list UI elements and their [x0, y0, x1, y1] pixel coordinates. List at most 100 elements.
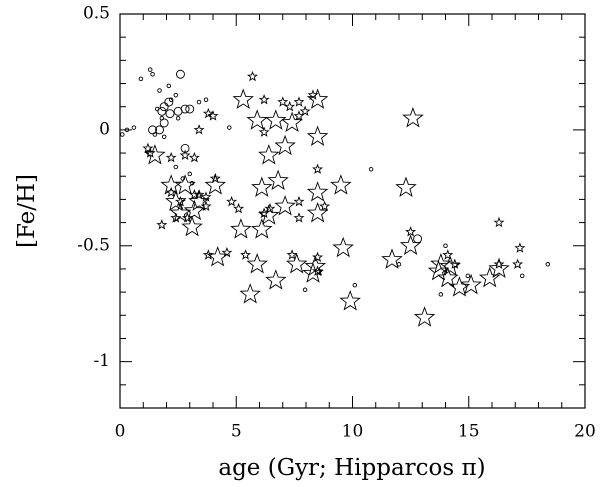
circle-point [187, 171, 192, 177]
star-point [449, 258, 461, 269]
star-point [395, 176, 417, 197]
star-point [439, 255, 461, 276]
plot-frame [119, 13, 586, 409]
circle-point [175, 116, 181, 121]
circle-point [180, 143, 190, 153]
circle-point [165, 109, 175, 119]
star-point [265, 109, 287, 130]
star-point [381, 248, 403, 269]
star-point [232, 88, 254, 109]
circle-point [196, 99, 202, 105]
star-point [339, 290, 361, 311]
circle-point [164, 97, 174, 107]
star-point [488, 257, 510, 279]
circle-point [396, 262, 402, 267]
star-point [179, 149, 191, 161]
circle-point [161, 134, 167, 140]
star-point [514, 242, 526, 253]
y-tick-label: -0.5 [77, 235, 110, 255]
star-point [306, 181, 329, 202]
star-point [302, 262, 324, 283]
star-point [200, 191, 212, 202]
circle-point [227, 125, 232, 130]
star-point [258, 204, 280, 225]
star-point [233, 202, 245, 214]
star-point [332, 236, 354, 258]
star-point [226, 195, 238, 207]
circle-point [120, 132, 125, 137]
y-tick-label: -1 [93, 351, 110, 371]
circle-point [352, 282, 358, 288]
star-point [246, 109, 268, 130]
circle-point [545, 262, 551, 267]
star-point [312, 265, 324, 276]
star-point [442, 249, 454, 260]
star-point [493, 258, 505, 269]
star-point [209, 172, 221, 184]
circle-point [443, 243, 448, 249]
star-point [286, 249, 298, 260]
circle-point [519, 273, 525, 279]
star-point [299, 105, 311, 117]
circle-point [465, 273, 471, 279]
star-point [284, 100, 296, 112]
star-point [165, 190, 187, 211]
circle-point [302, 287, 308, 293]
circle-point [168, 97, 174, 103]
star-point [204, 174, 227, 195]
star-point [207, 110, 219, 121]
star-point [165, 186, 177, 198]
star-point [285, 253, 308, 274]
star-point [448, 276, 471, 297]
star-point [281, 111, 303, 133]
star-point [293, 110, 305, 121]
circle-point [180, 176, 186, 181]
star-point [174, 195, 186, 207]
star-point [512, 258, 524, 269]
x-tick-label: 20 [574, 422, 596, 442]
star-point [193, 189, 205, 200]
star-point [258, 126, 270, 137]
circle-point [159, 118, 169, 128]
star-point [202, 107, 214, 119]
circle-point [180, 104, 190, 114]
circle-point [155, 125, 164, 135]
star-point [240, 249, 252, 260]
star-point [230, 218, 252, 239]
circle-point [154, 106, 160, 112]
star-point [265, 269, 287, 290]
circle-point [124, 127, 130, 133]
star-point [239, 283, 261, 304]
star-point [330, 174, 352, 195]
star-point [437, 266, 459, 288]
circle-point [138, 76, 144, 82]
star-point [399, 234, 422, 255]
circle-point [159, 102, 169, 112]
star-point [274, 195, 296, 216]
x-tick-label: 15 [458, 422, 480, 442]
circle-point [189, 180, 195, 186]
star-point [293, 212, 305, 223]
circle-point [185, 104, 195, 114]
star-point [202, 249, 214, 260]
star-point [304, 255, 327, 276]
star-point [170, 212, 182, 223]
circle-point [157, 106, 167, 116]
star-point [165, 151, 177, 163]
y-tick-label: 0 [99, 119, 110, 139]
circle-point [131, 125, 137, 130]
star-point [247, 70, 258, 82]
star-point [181, 215, 203, 237]
star-point [156, 219, 168, 230]
star-point [144, 144, 166, 165]
star-point [142, 142, 154, 154]
star-point [160, 174, 182, 195]
star-point [267, 169, 289, 191]
star-point [246, 253, 268, 274]
star-point [478, 266, 501, 288]
star-point [264, 202, 276, 214]
x-tick-label: 5 [231, 422, 242, 442]
star-point [277, 96, 289, 107]
star-point [193, 124, 205, 135]
